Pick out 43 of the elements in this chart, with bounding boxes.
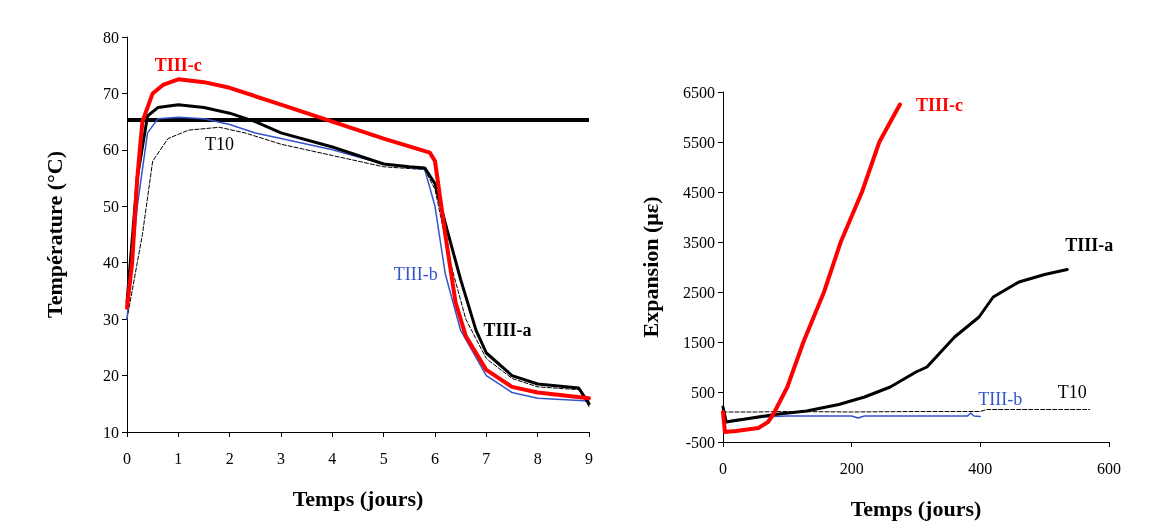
y-tick-label: 40 <box>103 254 119 272</box>
y-axis-title: Température (°C) <box>41 150 67 319</box>
x-tick-label: 9 <box>585 449 593 467</box>
x-tick-label: 8 <box>533 449 542 467</box>
y-tick-label: 30 <box>103 310 119 328</box>
y-tick-label: 6500 <box>683 83 715 101</box>
series-label: T10 <box>1057 381 1087 402</box>
series-label: TIII-a <box>1065 234 1114 255</box>
y-tick-label: 500 <box>691 383 715 401</box>
y-tick-label: 60 <box>103 141 119 159</box>
x-tick-label: 4 <box>328 449 337 467</box>
series-label: TIII-c <box>154 54 202 75</box>
x-tick-label: 3 <box>277 449 285 467</box>
series-label: T10 <box>204 133 234 154</box>
series-label: TIII-b <box>978 388 1023 409</box>
y-tick-label: 1500 <box>683 333 715 351</box>
series-label: TIII-b <box>393 264 438 284</box>
x-tick-label: 1 <box>174 449 183 467</box>
x-axis-title: Temps (jours) <box>850 495 982 521</box>
line-series <box>721 102 902 434</box>
x-tick-label: 0 <box>123 449 131 467</box>
x-tick-label: 6 <box>431 449 439 467</box>
y-tick-label: 20 <box>103 367 119 385</box>
y-tick-label: -500 <box>685 433 715 451</box>
x-tick-label: 200 <box>839 459 864 477</box>
y-tick-label: 2500 <box>683 283 715 301</box>
x-axis-title: Temps (jours) <box>292 485 424 511</box>
y-axis-title: Expansion (με) <box>637 196 663 338</box>
y-tick-label: 80 <box>103 28 119 46</box>
series-label: TIII-a <box>483 320 532 341</box>
x-tick-label: 0 <box>719 459 727 477</box>
y-tick-label: 3500 <box>683 233 715 251</box>
y-tick-label: 70 <box>103 84 119 102</box>
y-tick-label: 50 <box>103 197 119 215</box>
x-tick-label: 7 <box>482 449 491 467</box>
x-tick-label: 5 <box>379 449 388 467</box>
series-label: TIII-c <box>915 94 963 115</box>
x-tick-label: 2 <box>225 449 234 467</box>
y-tick-label: 5500 <box>683 133 715 151</box>
x-tick-label: 400 <box>968 459 993 477</box>
y-tick-label: 10 <box>103 423 119 441</box>
y-tick-label: 4500 <box>683 183 715 201</box>
x-tick-label: 600 <box>1097 459 1121 477</box>
